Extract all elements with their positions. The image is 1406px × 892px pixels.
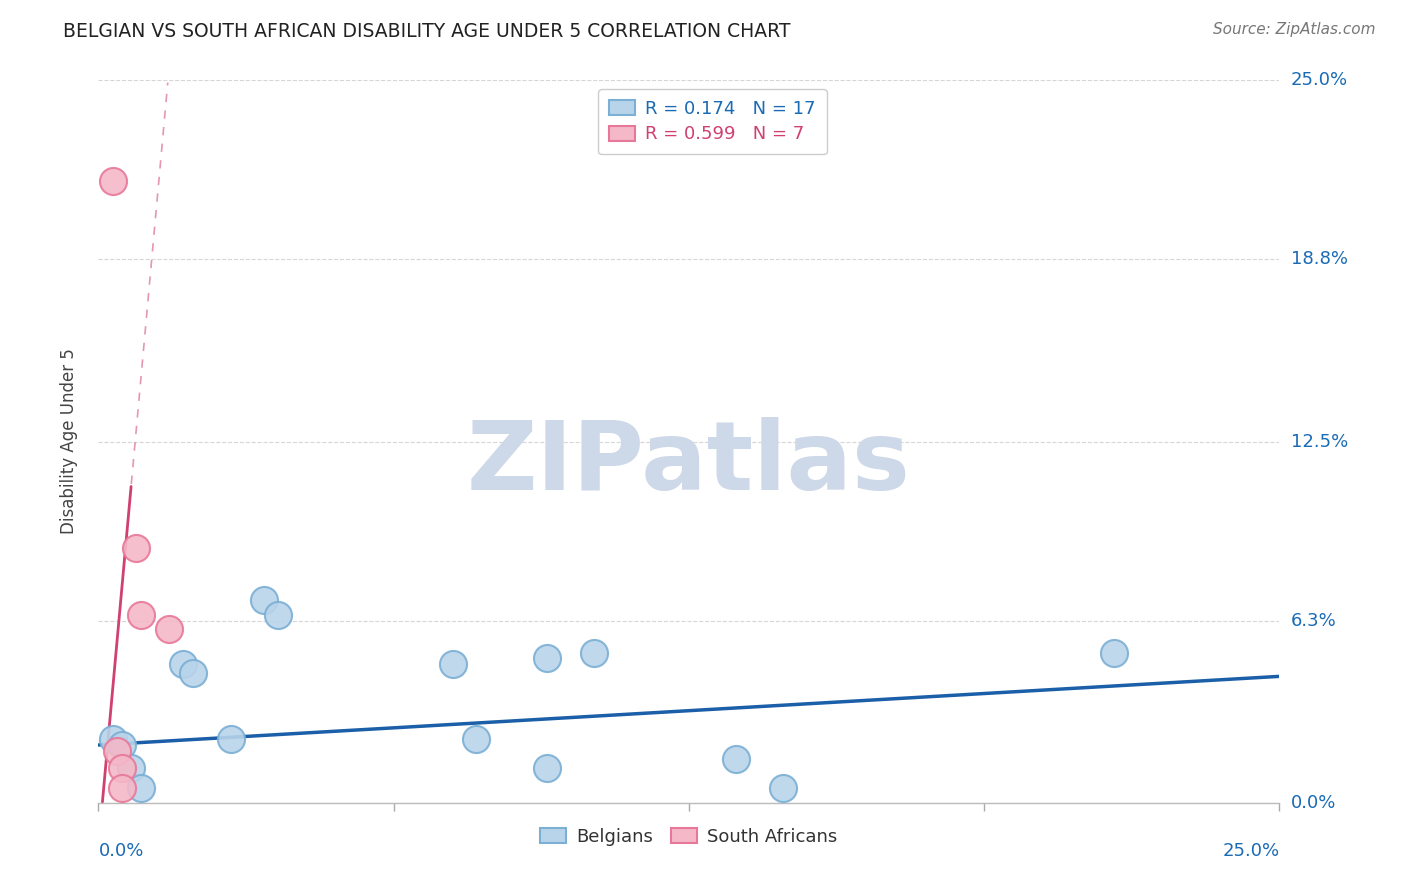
Text: 6.3%: 6.3%	[1291, 612, 1336, 630]
Point	[441, 657, 464, 671]
Point	[111, 761, 134, 775]
Point	[253, 593, 276, 607]
Point	[536, 761, 558, 775]
Text: BELGIAN VS SOUTH AFRICAN DISABILITY AGE UNDER 5 CORRELATION CHART: BELGIAN VS SOUTH AFRICAN DISABILITY AGE …	[63, 22, 790, 41]
Text: Source: ZipAtlas.com: Source: ZipAtlas.com	[1212, 22, 1375, 37]
Point	[725, 752, 748, 766]
Text: 0.0%: 0.0%	[1291, 794, 1336, 812]
Point	[267, 607, 290, 622]
Point	[172, 657, 194, 671]
Point	[121, 761, 143, 775]
Text: 25.0%: 25.0%	[1222, 842, 1279, 860]
Point	[129, 607, 152, 622]
Point	[465, 732, 488, 747]
Point	[772, 781, 794, 796]
Text: 12.5%: 12.5%	[1291, 433, 1348, 450]
Point	[111, 781, 134, 796]
Point	[1102, 646, 1125, 660]
Text: ZIPatlas: ZIPatlas	[467, 417, 911, 509]
Point	[536, 651, 558, 665]
Point	[101, 732, 124, 747]
Text: 18.8%: 18.8%	[1291, 251, 1347, 268]
Text: 25.0%: 25.0%	[1291, 71, 1348, 89]
Point	[101, 174, 124, 188]
Point	[583, 646, 606, 660]
Point	[111, 738, 134, 752]
Text: 0.0%: 0.0%	[98, 842, 143, 860]
Point	[219, 732, 242, 747]
Point	[125, 541, 148, 556]
Point	[105, 744, 128, 758]
Point	[181, 665, 204, 680]
Legend: Belgians, South Africans: Belgians, South Africans	[531, 819, 846, 855]
Y-axis label: Disability Age Under 5: Disability Age Under 5	[59, 349, 77, 534]
Point	[129, 781, 152, 796]
Point	[157, 623, 180, 637]
